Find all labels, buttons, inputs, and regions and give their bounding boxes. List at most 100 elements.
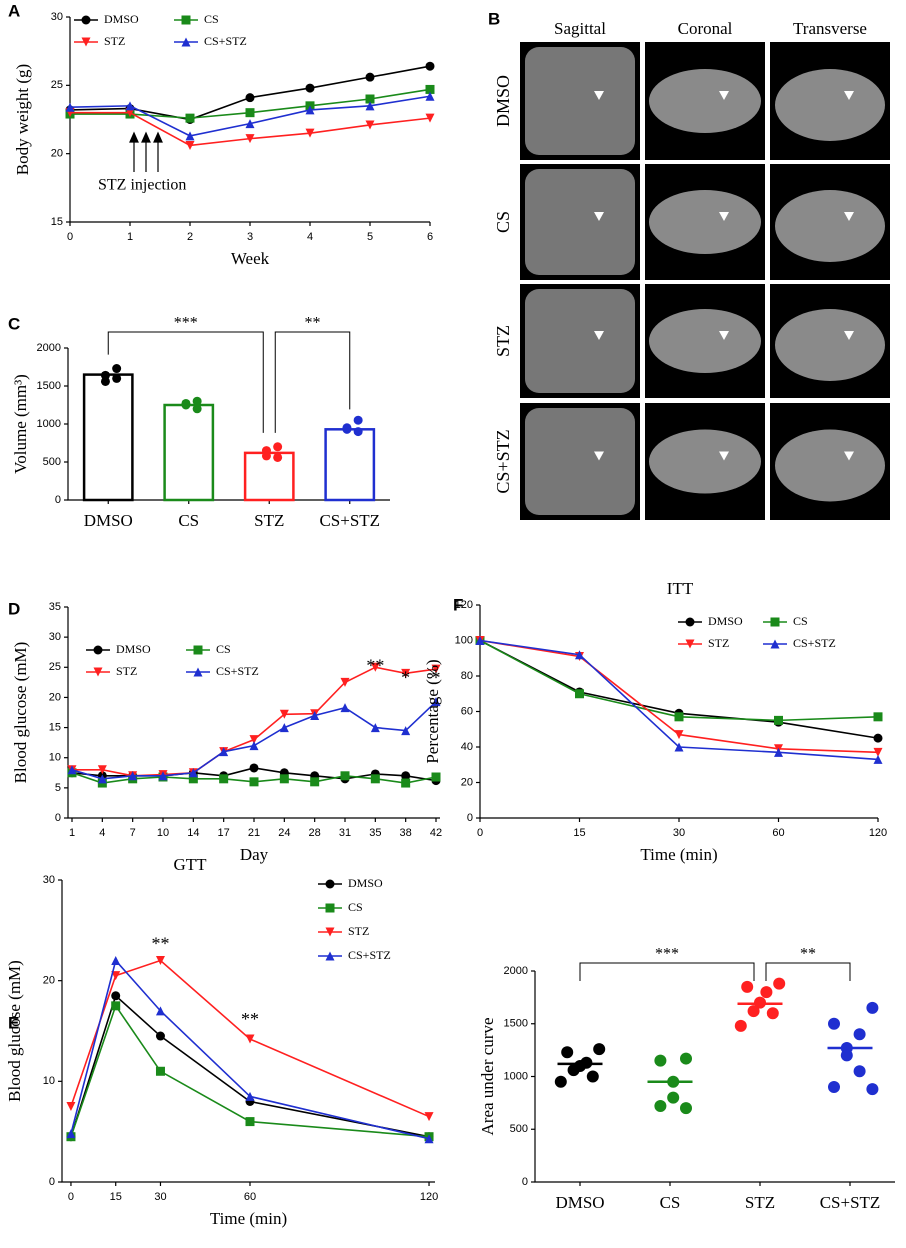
x-tick-label: DMSO xyxy=(84,511,133,530)
marker xyxy=(774,747,783,757)
x-tick-label: 120 xyxy=(869,827,887,839)
marker xyxy=(475,636,485,645)
marker xyxy=(181,15,191,25)
marker xyxy=(245,93,255,103)
y-tick-label: 1500 xyxy=(504,1018,528,1030)
annotation: *** xyxy=(174,315,198,332)
arrowhead xyxy=(594,331,604,340)
marker xyxy=(66,1102,76,1111)
marker xyxy=(279,774,289,784)
bar xyxy=(243,451,295,502)
marker xyxy=(774,715,783,725)
annotation: ** xyxy=(241,1009,259,1029)
x-tick-label: 28 xyxy=(309,827,321,839)
ct-body xyxy=(775,190,885,262)
y-tick-label: 30 xyxy=(51,11,63,23)
data-point xyxy=(192,396,202,406)
y-tick-label: 0 xyxy=(522,1176,528,1188)
data-point xyxy=(866,1083,879,1096)
series-line xyxy=(479,639,879,761)
marker xyxy=(193,645,203,655)
ct-body xyxy=(525,169,635,275)
marker xyxy=(424,1112,434,1122)
panel-letter: A xyxy=(8,1,20,20)
significance-bracket xyxy=(274,331,351,433)
ct-body xyxy=(649,69,761,133)
x-axis-label: Time (min) xyxy=(210,1209,287,1228)
row-label: DMSO xyxy=(493,75,513,127)
y-tick-label: 20 xyxy=(49,691,61,703)
x-tick-label: 15 xyxy=(573,827,585,839)
ct-body xyxy=(649,190,761,254)
marker xyxy=(111,1001,121,1011)
ct-body xyxy=(649,309,761,373)
x-tick-label: CS xyxy=(178,511,199,530)
marker xyxy=(425,61,435,71)
data-point xyxy=(680,1052,692,1065)
marker xyxy=(81,37,91,47)
marker xyxy=(219,774,229,784)
legend-label: CS xyxy=(793,614,808,628)
column-label: Transverse xyxy=(793,19,867,38)
marker xyxy=(685,639,695,649)
ct-body xyxy=(775,69,885,141)
y-tick-label: 2000 xyxy=(37,342,61,354)
x-tick-label: 21 xyxy=(248,827,260,839)
y-tick-label: 20 xyxy=(461,776,473,788)
y-tick-label: 0 xyxy=(55,812,61,824)
marker xyxy=(305,83,315,93)
panel-letter: D xyxy=(8,599,20,618)
x-tick-label: 35 xyxy=(369,827,381,839)
marker xyxy=(674,730,684,740)
marker xyxy=(873,747,883,757)
marker xyxy=(674,712,684,722)
marker xyxy=(425,113,435,123)
x-tick-label: 38 xyxy=(400,827,412,839)
significance-bracket xyxy=(107,331,264,433)
marker xyxy=(245,1117,255,1127)
data-point xyxy=(112,373,122,383)
x-axis-label: Time (min) xyxy=(640,845,717,864)
marker xyxy=(340,677,350,687)
x-tick-label: DMSO xyxy=(555,1193,604,1212)
marker xyxy=(770,639,780,649)
annotation: * xyxy=(432,667,441,687)
marker xyxy=(401,668,411,678)
x-axis-label: Day xyxy=(240,845,269,864)
data-point xyxy=(754,996,766,1009)
x-tick-label: 0 xyxy=(477,827,483,839)
y-tick-label: 15 xyxy=(51,216,63,228)
data-point xyxy=(840,1049,853,1062)
arrowhead xyxy=(594,451,604,461)
marker xyxy=(185,131,195,141)
marker xyxy=(340,703,350,713)
y-tick-label: 60 xyxy=(461,705,473,717)
x-tick-label: 7 xyxy=(130,827,136,839)
marker xyxy=(325,927,335,937)
y-tick-label: 0 xyxy=(49,1176,55,1188)
arrowhead xyxy=(719,91,729,100)
y-tick-label: 1000 xyxy=(504,1070,528,1082)
legend-label: CS+STZ xyxy=(793,636,836,650)
marker xyxy=(873,733,883,743)
ct-body xyxy=(775,309,885,381)
marker xyxy=(575,689,584,699)
panel-letter: B xyxy=(488,9,500,28)
x-tick-label: CS+STZ xyxy=(820,1193,881,1212)
y-tick-label: 25 xyxy=(49,661,61,673)
marker xyxy=(155,1031,165,1041)
x-tick-label: 4 xyxy=(99,827,105,839)
chart-title: ITT xyxy=(667,579,694,598)
x-tick-label: CS xyxy=(660,1193,681,1212)
marker xyxy=(125,108,135,118)
marker xyxy=(249,777,259,787)
annotation: ** xyxy=(800,946,816,963)
marker xyxy=(325,879,335,889)
marker xyxy=(674,742,684,752)
y-tick-label: 5 xyxy=(55,782,61,794)
significance-bracket xyxy=(765,962,851,981)
marker xyxy=(188,774,198,784)
marker xyxy=(370,774,380,784)
arrowhead xyxy=(719,331,729,340)
annotation: STZ injection xyxy=(98,177,186,194)
